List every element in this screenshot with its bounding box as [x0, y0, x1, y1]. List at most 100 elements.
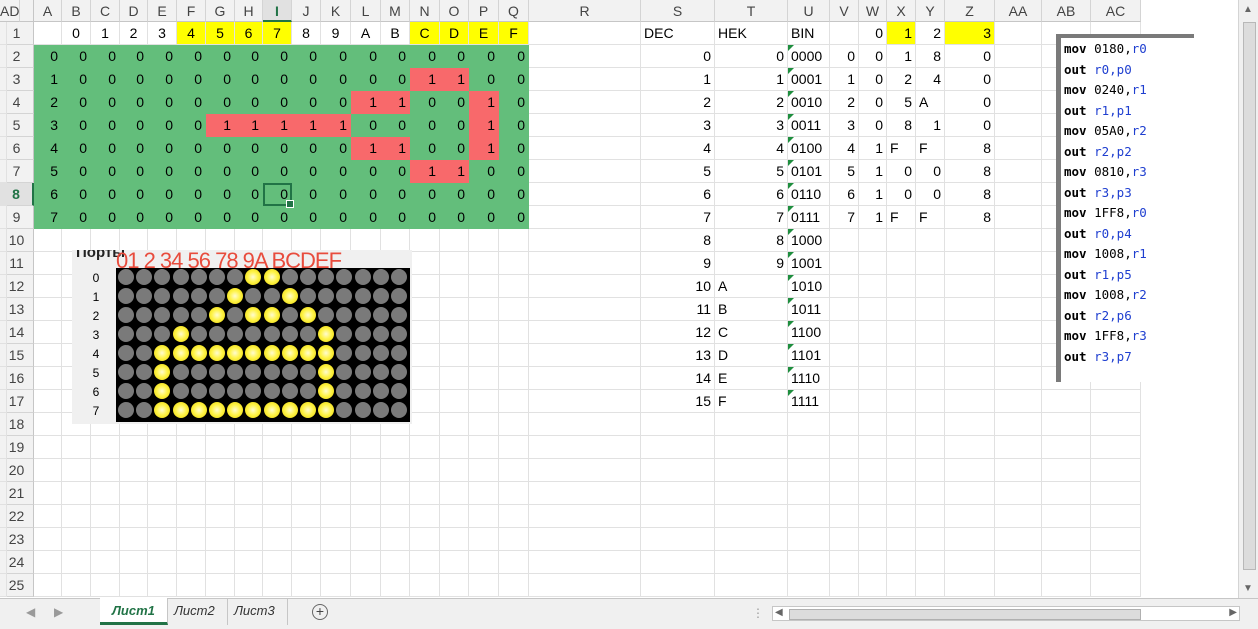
matrix-cell[interactable]: 0 [62, 160, 91, 183]
grid-cell[interactable] [0, 137, 7, 160]
grid-cell[interactable] [469, 229, 499, 252]
row-header-5[interactable]: 5 [0, 114, 34, 137]
grid-cell[interactable] [292, 482, 321, 505]
grid-cell[interactable] [499, 459, 529, 482]
grid-cell[interactable] [830, 551, 859, 574]
grid-cell[interactable] [0, 459, 7, 482]
port-table-cell[interactable]: 8 [945, 137, 995, 160]
column-header-r[interactable]: R [529, 0, 641, 22]
grid-cell[interactable] [62, 459, 91, 482]
column-header-u[interactable]: U [788, 0, 830, 22]
matrix-cell[interactable]: 0 [91, 91, 120, 114]
grid-cell[interactable] [469, 482, 499, 505]
grid-cell[interactable] [916, 229, 945, 252]
row-header-23[interactable]: 23 [0, 528, 34, 551]
grid-cell[interactable] [499, 528, 529, 551]
port-table-cell[interactable]: 8 [945, 183, 995, 206]
matrix-cell[interactable]: 0 [263, 91, 292, 114]
matrix-cell[interactable]: 0 [263, 68, 292, 91]
grid-cell[interactable] [34, 505, 62, 528]
grid-cell[interactable] [0, 91, 7, 114]
port-table-cell[interactable]: 0 [859, 45, 887, 68]
grid-cell[interactable] [529, 459, 641, 482]
matrix-cell[interactable]: 0 [91, 160, 120, 183]
grid-cell[interactable] [206, 482, 235, 505]
row-header-2[interactable]: 2 [0, 45, 34, 68]
matrix-cell[interactable]: 0 [263, 160, 292, 183]
column-header-q[interactable]: Q [499, 0, 529, 22]
grid-cell[interactable] [235, 528, 263, 551]
row-header-8[interactable]: 8 [0, 183, 34, 206]
column-header-s[interactable]: S [641, 0, 715, 22]
grid-cell[interactable] [148, 528, 177, 551]
conversion-bin-cell[interactable]: 1110 [788, 367, 830, 390]
grid-cell[interactable] [499, 275, 529, 298]
port-table-cell[interactable]: 8 [945, 160, 995, 183]
conversion-bin-cell[interactable]: 0111 [788, 206, 830, 229]
matrix-cell[interactable]: 0 [292, 160, 321, 183]
conversion-hex-cell[interactable]: C [715, 321, 788, 344]
grid-cell[interactable] [91, 413, 120, 436]
conversion-hex-cell[interactable]: 6 [715, 183, 788, 206]
grid-cell[interactable] [0, 114, 7, 137]
matrix-cell[interactable]: 0 [469, 68, 499, 91]
grid-cell[interactable] [410, 390, 440, 413]
conversion-hex-cell[interactable]: 1 [715, 68, 788, 91]
grid-cell[interactable] [945, 574, 995, 597]
grid-cell[interactable] [859, 390, 887, 413]
grid-cell[interactable] [0, 298, 7, 321]
grid-cell[interactable] [1042, 459, 1091, 482]
grid-cell[interactable] [945, 436, 995, 459]
grid-cell[interactable] [859, 413, 887, 436]
conversion-hex-cell[interactable]: B [715, 298, 788, 321]
grid-cell[interactable] [945, 459, 995, 482]
matrix-cell[interactable]: 0 [440, 91, 469, 114]
grid-cell[interactable] [887, 436, 916, 459]
port-table-cell[interactable]: F [887, 137, 916, 160]
grid-cell[interactable] [440, 252, 469, 275]
grid-cell[interactable] [34, 574, 62, 597]
matrix-cell[interactable]: 0 [148, 137, 177, 160]
grid-cell[interactable] [641, 528, 715, 551]
grid-cell[interactable] [995, 45, 1042, 68]
grid-cell[interactable] [887, 367, 916, 390]
matrix-cell[interactable]: 0 [499, 160, 529, 183]
grid-cell[interactable] [830, 482, 859, 505]
matrix-cell[interactable]: 0 [499, 45, 529, 68]
grid-cell[interactable] [263, 436, 292, 459]
row-header-18[interactable]: 18 [0, 413, 34, 436]
grid-cell[interactable] [0, 183, 7, 206]
grid-cell[interactable] [830, 505, 859, 528]
matrix-cell[interactable]: 0 [263, 183, 292, 206]
matrix-cell[interactable]: 1 [321, 114, 351, 137]
grid-cell[interactable] [321, 551, 351, 574]
conversion-bin-cell[interactable]: 1100 [788, 321, 830, 344]
matrix-cell[interactable]: 0 [381, 183, 410, 206]
grid-cell[interactable] [715, 482, 788, 505]
column-header-v[interactable]: V [830, 0, 859, 22]
matrix-cell[interactable]: 1 [381, 137, 410, 160]
grid-cell[interactable] [830, 528, 859, 551]
matrix-cell[interactable]: 0 [91, 206, 120, 229]
grid-cell[interactable] [1091, 505, 1141, 528]
matrix-cell[interactable]: 0 [62, 183, 91, 206]
grid-cell[interactable] [1091, 459, 1141, 482]
matrix-cell[interactable]: 0 [351, 183, 381, 206]
matrix-cell[interactable]: 0 [440, 183, 469, 206]
matrix-cell[interactable]: 1 [206, 114, 235, 137]
port-table-cell[interactable]: 0 [916, 160, 945, 183]
matrix-cell[interactable]: 0 [351, 160, 381, 183]
grid-cell[interactable] [263, 505, 292, 528]
conversion-dec-cell[interactable]: 10 [641, 275, 715, 298]
grid-cell[interactable] [235, 229, 263, 252]
conversion-dec-cell[interactable]: 15 [641, 390, 715, 413]
grid-cell[interactable] [0, 528, 7, 551]
grid-cell[interactable] [995, 91, 1042, 114]
column-header-h[interactable]: H [235, 0, 263, 22]
matrix-cell[interactable]: 0 [292, 68, 321, 91]
grid-cell[interactable] [887, 390, 916, 413]
matrix-cell[interactable]: 0 [177, 68, 206, 91]
matrix-cell[interactable]: 0 [91, 137, 120, 160]
grid-cell[interactable] [410, 321, 440, 344]
grid-cell[interactable] [499, 229, 529, 252]
